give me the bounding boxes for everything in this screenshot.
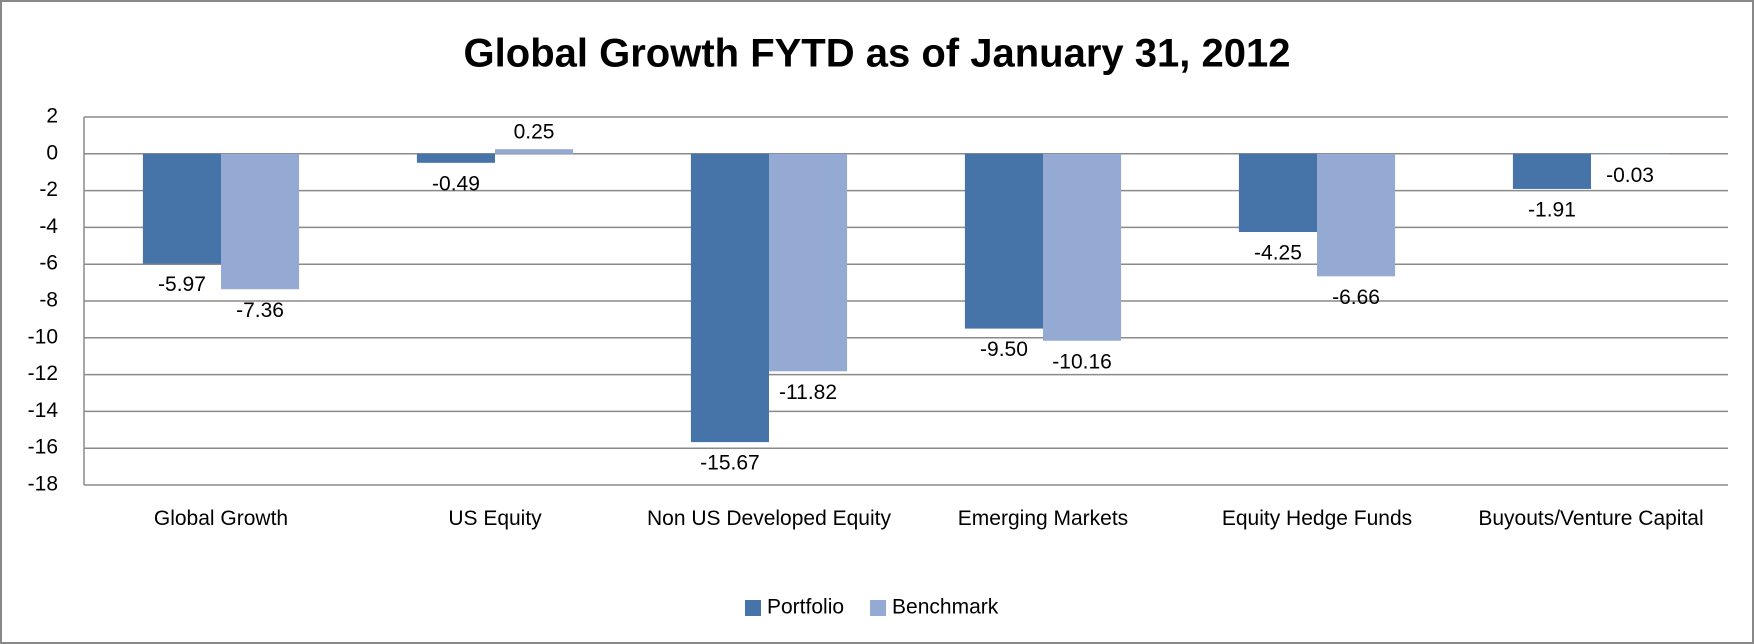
bar	[1043, 153, 1122, 341]
y-tick-label: -6	[39, 252, 58, 275]
bar	[495, 149, 574, 154]
y-tick-label: 0	[46, 141, 58, 164]
data-label: -6.66	[1332, 286, 1380, 309]
bar	[142, 153, 221, 264]
x-tick-label: US Equity	[448, 507, 542, 530]
y-tick-label: -16	[28, 436, 58, 459]
legend-label: Benchmark	[892, 596, 999, 619]
y-tick-label: -4	[39, 215, 58, 238]
y-tick-label: -10	[28, 325, 58, 348]
legend-swatch	[745, 600, 761, 616]
bar	[416, 153, 495, 163]
bar	[690, 153, 769, 443]
data-label: -7.36	[236, 299, 284, 322]
x-tick-label: Buyouts/Venture Capital	[1478, 507, 1704, 530]
data-label: -0.03	[1606, 164, 1654, 187]
data-label: -0.49	[432, 172, 480, 195]
data-label: -10.16	[1052, 350, 1112, 373]
x-tick-label: Non US Developed Equity	[647, 507, 891, 530]
bar	[1591, 153, 1670, 155]
bar	[221, 153, 300, 290]
y-tick-label: -8	[39, 289, 58, 312]
chart-title: Global Growth FYTD as of January 31, 201…	[464, 32, 1291, 76]
data-label: -1.91	[1528, 198, 1576, 221]
bar	[964, 153, 1043, 329]
data-label: -9.50	[980, 338, 1028, 361]
y-tick-label: -14	[28, 399, 59, 422]
y-tick-label: -12	[28, 362, 58, 385]
data-label: 0.25	[514, 121, 555, 144]
x-tick-label: Equity Hedge Funds	[1221, 507, 1413, 530]
data-label: -15.67	[700, 452, 760, 475]
y-tick-label: -2	[39, 178, 58, 201]
data-label: -11.82	[779, 381, 837, 404]
bar	[1238, 153, 1317, 232]
legend-swatch	[870, 600, 887, 616]
bar	[1512, 153, 1591, 189]
y-tick-label: -18	[28, 473, 58, 496]
x-tick-label: Global Growth	[153, 507, 289, 530]
bar	[1317, 153, 1396, 277]
bar	[769, 153, 848, 372]
data-label: -5.97	[158, 273, 206, 296]
x-tick-label: Emerging Markets	[957, 507, 1129, 530]
data-label: -4.25	[1254, 242, 1302, 265]
legend-label: Portfolio	[767, 596, 844, 619]
y-tick-label: 2	[46, 105, 58, 128]
